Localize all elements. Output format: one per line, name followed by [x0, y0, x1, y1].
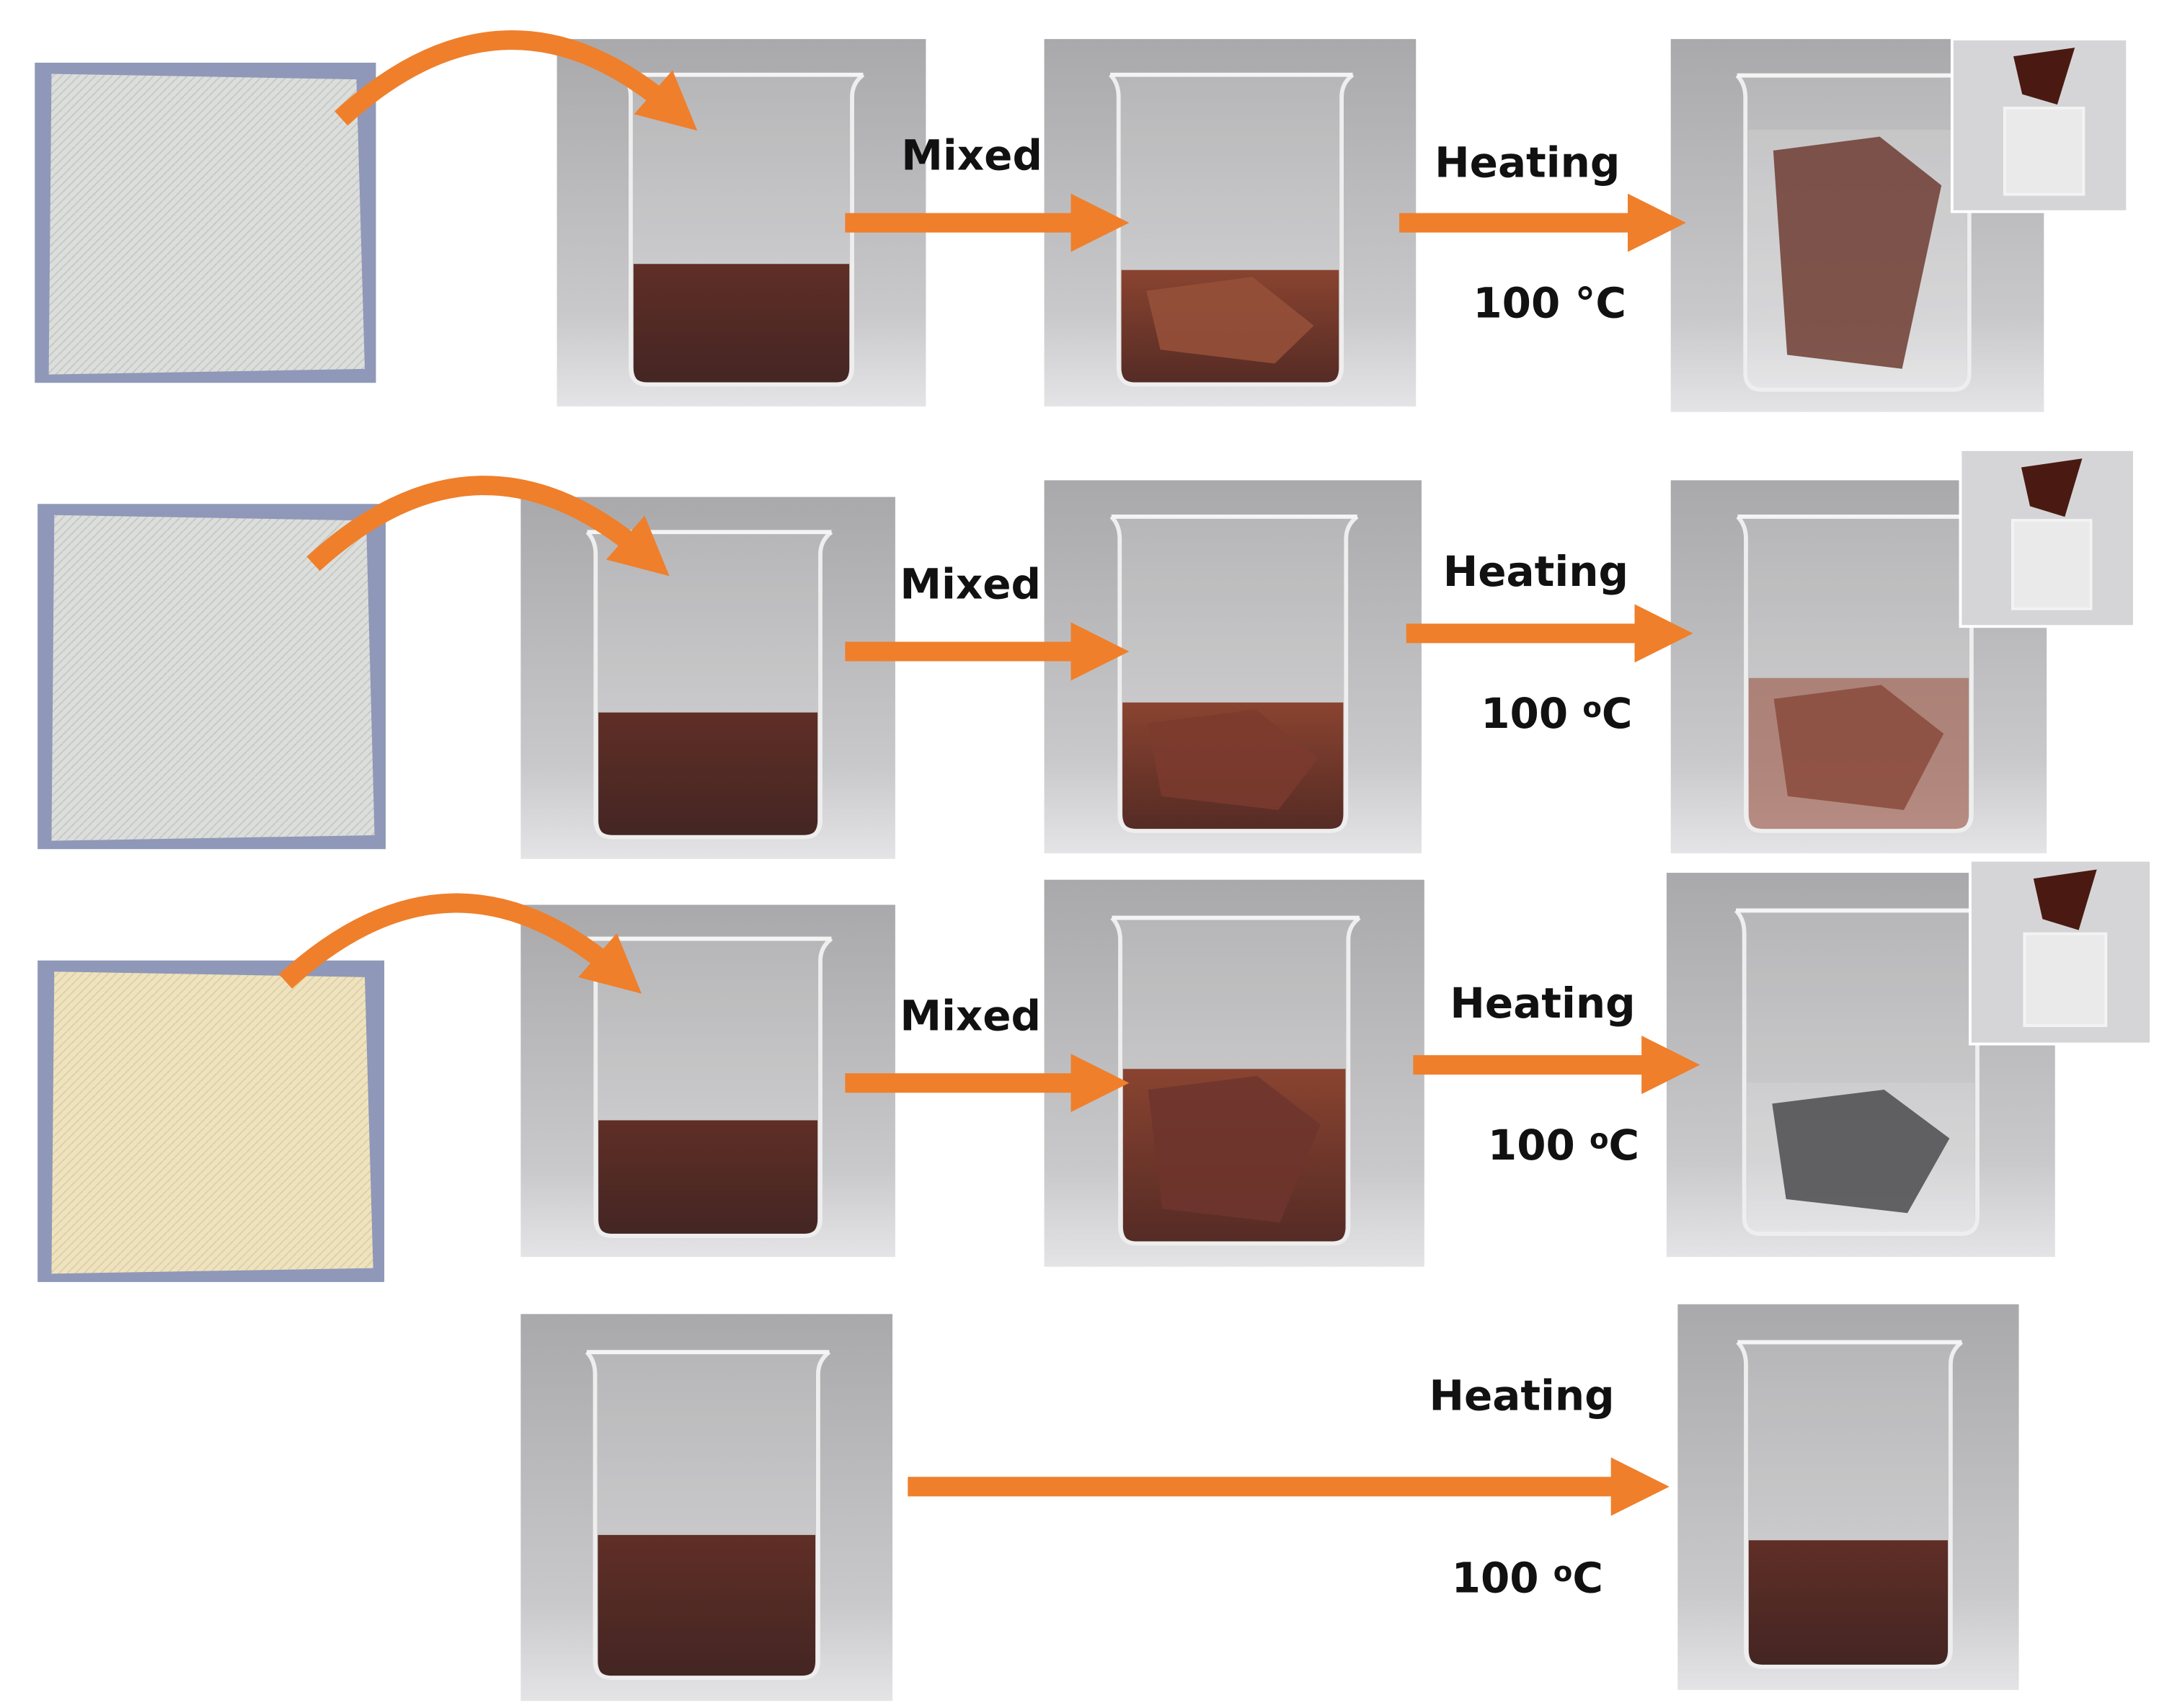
liquid: [1748, 1540, 1949, 1667]
temperature-unit: C: [1602, 689, 1633, 738]
beaker: [585, 1350, 831, 1680]
beaker: [585, 937, 833, 1238]
beaker: [1108, 73, 1355, 387]
liquid: [598, 712, 818, 837]
fabric-in-beaker: [1773, 136, 1942, 369]
heating-label: Heating: [1435, 138, 1620, 187]
labels: Mixed Heating 100 °C Mixed Heating 100 o…: [900, 131, 1639, 1603]
fabric-in-beaker: [1773, 685, 1944, 811]
fabric: [48, 74, 365, 375]
heating-label: Heating: [1450, 979, 1635, 1028]
heating-label: Heating: [1429, 1371, 1614, 1420]
liquid: [598, 1534, 816, 1678]
inset-beaker: [2011, 519, 2093, 610]
inset-fabric: [2021, 458, 2083, 517]
liquid: [598, 1120, 818, 1236]
transfer-arrow: [278, 893, 642, 994]
transfer-arrow: [334, 30, 698, 131]
inset-beaker: [2023, 932, 2108, 1028]
fabric-in-beaker: [1146, 277, 1314, 364]
temperature-number: 100: [1452, 1554, 1553, 1603]
fabric-in-beaker: [1148, 1075, 1321, 1223]
degree-mark: o: [1582, 692, 1602, 724]
mixed-label: Mixed: [900, 991, 1041, 1040]
photos: [35, 30, 2153, 1702]
beaker: [621, 73, 865, 387]
mixed-label: Mixed: [900, 560, 1041, 609]
inset-fabric: [2013, 48, 2075, 105]
degree-mark: o: [1553, 1556, 1573, 1588]
temperature-unit: C: [1572, 1554, 1603, 1603]
fabric-in-beaker: [1147, 709, 1318, 811]
temperature-number: 100: [1481, 689, 1582, 738]
temperature-unit: C: [1609, 1121, 1640, 1170]
fabric: [51, 515, 375, 841]
temperature-label: 100 oC: [1452, 1554, 1603, 1603]
beaker: [1736, 515, 1985, 833]
liquid: [633, 264, 850, 385]
mixed-label: Mixed: [901, 131, 1042, 180]
beaker: [1734, 909, 1990, 1237]
inset-beaker: [2003, 107, 2085, 196]
temperature-label: 100 oC: [1488, 1121, 1639, 1170]
inset-fabric: [2033, 869, 2097, 930]
temperature-number: 100: [1488, 1121, 1590, 1170]
beaker: [585, 530, 833, 840]
transfer-arrow: [306, 476, 670, 577]
heating-label: Heating: [1443, 547, 1628, 596]
temperature-label: 100 oC: [1481, 689, 1632, 738]
beaker: [1109, 515, 1359, 833]
fabric: [51, 971, 373, 1274]
beaker: [1736, 1340, 1964, 1669]
temperature-label: 100 °C: [1473, 278, 1626, 327]
fabric-in-beaker: [1772, 1090, 1950, 1214]
degree-mark: o: [1590, 1123, 1609, 1155]
beaker: [1735, 74, 1982, 392]
beaker: [1110, 916, 1361, 1246]
